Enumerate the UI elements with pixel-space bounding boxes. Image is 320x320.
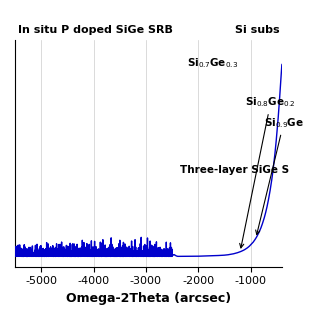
Text: Si$_{0.8}$Ge$_{0.2}$: Si$_{0.8}$Ge$_{0.2}$ — [240, 95, 296, 248]
Text: Si$_{0.7}$Ge$_{0.3}$: Si$_{0.7}$Ge$_{0.3}$ — [187, 56, 238, 70]
Text: Si$_{0.9}$Ge: Si$_{0.9}$Ge — [256, 116, 304, 235]
Text: Si subs: Si subs — [235, 25, 279, 35]
X-axis label: Omega-2Theta (arcsec): Omega-2Theta (arcsec) — [66, 292, 231, 305]
Text: Three-layer SiGe S: Three-layer SiGe S — [180, 165, 289, 175]
Text: In situ P doped SiGe SRB: In situ P doped SiGe SRB — [18, 25, 172, 35]
